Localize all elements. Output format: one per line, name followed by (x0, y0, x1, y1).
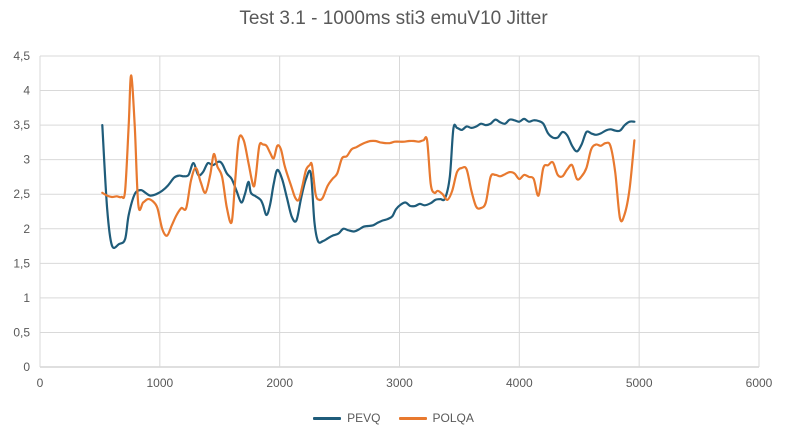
chart-title: Test 3.1 - 1000ms sti3 emuV10 Jitter (239, 8, 548, 29)
y-tick-label: 1 (23, 291, 30, 305)
legend-label-pevq: PEVQ (347, 411, 381, 425)
y-tick-label: 4,5 (13, 49, 30, 63)
tick-labels: 0 0,5 1 1,5 2 2,5 3 3,5 4 4,5 0 1000 2000 3000 4000 500… (13, 49, 772, 390)
legend-swatch-polqa (398, 416, 427, 420)
gridlines (39, 55, 760, 368)
x-tick-label: 6000 (746, 376, 773, 390)
y-tick-label: 1,5 (13, 256, 30, 270)
y-tick-label: 2 (23, 222, 30, 236)
y-tick-label: 2,5 (13, 187, 30, 201)
legend-item-pevq: PEVQ (313, 411, 381, 425)
legend-item-polqa: POLQA (398, 411, 474, 425)
x-tick-label: 5000 (626, 376, 653, 390)
y-tick-label: 3,5 (13, 118, 30, 132)
y-tick-label: 0,5 (13, 325, 30, 339)
x-tick-label: 2000 (266, 376, 293, 390)
x-tick-label: 3000 (386, 376, 413, 390)
legend-swatch-pevq (313, 416, 342, 420)
y-tick-label: 4 (23, 84, 30, 98)
y-tick-label: 3 (23, 153, 30, 167)
series-line-pevq (101, 117, 636, 249)
legend-label-polqa: POLQA (432, 411, 474, 425)
legend: PEVQ POLQA (0, 411, 787, 425)
y-tick-label: 0 (23, 360, 30, 374)
series-line-polqa (101, 74, 636, 237)
x-tick-label: 0 (37, 376, 44, 390)
x-tick-label: 1000 (146, 376, 173, 390)
x-tick-label: 4000 (506, 376, 533, 390)
series-lines (101, 74, 636, 249)
